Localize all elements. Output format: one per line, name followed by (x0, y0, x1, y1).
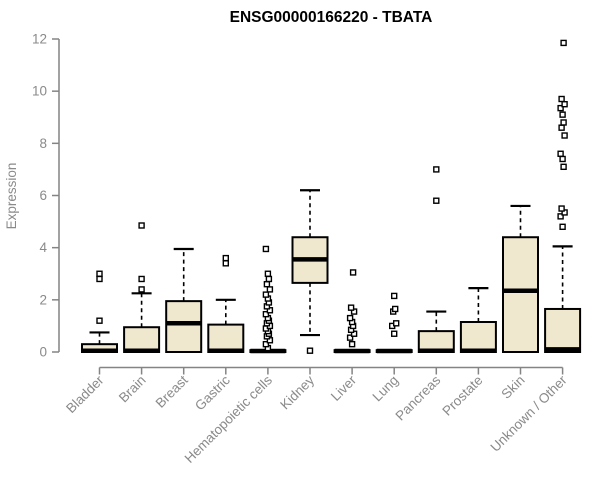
y-tick-label-6: 6 (39, 188, 47, 203)
boxplot-liver: Liver (328, 269, 371, 404)
x-tick-label-breast: Breast (153, 372, 191, 410)
outlier-point (557, 104, 564, 112)
y-axis-label: Expression (4, 163, 19, 230)
outlier-point (262, 340, 270, 348)
outlier-point (262, 245, 270, 253)
outlier-point (349, 269, 357, 276)
x-tick-label-skin: Skin (498, 373, 527, 402)
outlier-point (222, 260, 230, 267)
outlier-point (347, 304, 355, 311)
boxplot-prostate: Prostate (439, 286, 497, 419)
outlier-point (266, 286, 274, 293)
outlier-point (560, 39, 567, 47)
x-tick-label-pancreas: Pancreas (392, 372, 443, 423)
outlier-point (138, 286, 145, 293)
outlier-point (557, 213, 564, 220)
outlier-point (561, 132, 568, 139)
y-tick-label-10: 10 (32, 84, 47, 99)
outlier-point (392, 305, 399, 313)
outlier-point (433, 166, 440, 173)
x-tick-label-prostate: Prostate (439, 373, 485, 419)
boxplot-hematopoietic-cells: Hematopoietic cells (182, 245, 287, 466)
boxplot-skin: Skin (498, 204, 539, 402)
outlier-point (557, 150, 564, 157)
outlier-point (265, 275, 273, 283)
outlier-point (558, 95, 565, 103)
outlier-point (433, 197, 440, 204)
outlier-point (222, 254, 230, 262)
y-tick-label-12: 12 (32, 32, 47, 47)
box (123, 326, 161, 353)
outlier-point (96, 317, 103, 324)
box (207, 323, 245, 353)
outlier-point (559, 223, 566, 231)
outlier-point (559, 155, 566, 163)
outlier-point (262, 291, 270, 298)
y-tick-label-0: 0 (39, 345, 47, 360)
boxplot-lung: Lung (369, 292, 413, 405)
outlier-point (96, 275, 103, 283)
outlier-point (558, 124, 565, 131)
outlier-point (306, 347, 314, 354)
outlier-point (391, 330, 398, 337)
x-tick-label-unknown-other: Unknown / Other (487, 372, 570, 455)
x-tick-label-bladder: Bladder (63, 372, 107, 416)
outlier-point (264, 270, 272, 277)
x-tick-label-liver: Liver (328, 372, 360, 404)
box (165, 300, 203, 354)
y-tick-label-8: 8 (39, 136, 47, 151)
x-tick-label-lung: Lung (369, 373, 401, 405)
x-tick-label-gastric: Gastric (192, 372, 233, 413)
chart-title: ENSG00000166220 - TBATA (230, 9, 433, 26)
box (502, 236, 539, 354)
outlier-point (558, 205, 565, 212)
outlier-point (346, 334, 354, 341)
outlier-point (393, 320, 400, 327)
plot-area: 0 2 4 6 8 10 12 Bladder Brain Breast GastricHemato… (32, 32, 582, 466)
outlier-point (346, 314, 354, 322)
outlier-point (348, 340, 356, 348)
boxplot-brain: Brain (116, 222, 161, 406)
box (544, 307, 582, 353)
outlier-point (138, 275, 145, 283)
x-tick-label-kidney: Kidney (277, 372, 317, 412)
outlier-point (96, 270, 103, 277)
outlier-point (391, 292, 398, 300)
outlier-point (560, 119, 567, 126)
outlier-point (138, 222, 145, 229)
boxplot-pancreas: Pancreas (392, 166, 455, 423)
outlier-point (560, 163, 567, 171)
outlier-point (561, 101, 568, 108)
outlier-point (559, 111, 566, 118)
x-tick-label-brain: Brain (116, 373, 149, 406)
outlier-point (263, 280, 271, 288)
y-tick-label-2: 2 (39, 292, 47, 307)
y-tick-label-4: 4 (39, 240, 47, 255)
boxplot-kidney: Kidney (277, 189, 329, 412)
boxplot-bladder: Bladder (63, 270, 118, 416)
box (459, 321, 497, 354)
outlier-point (262, 310, 270, 318)
